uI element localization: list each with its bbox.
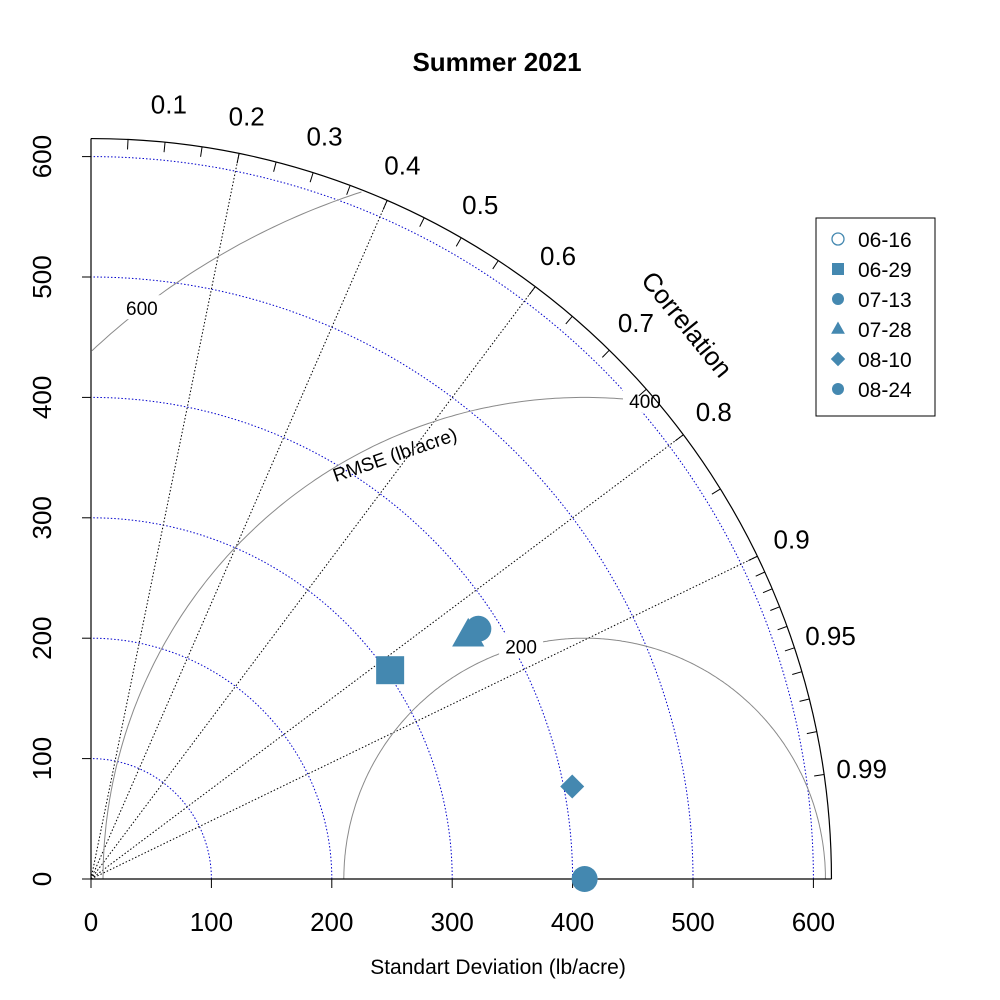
correlation-tick <box>419 217 425 227</box>
sd-reference-arc <box>90 637 333 880</box>
legend-label-06-16: 06-16 <box>858 229 912 252</box>
x-tick-label: 100 <box>190 907 233 937</box>
legend-label-07-28: 07-28 <box>858 319 912 342</box>
correlation-line <box>90 153 240 880</box>
y-tick-label: 500 <box>27 255 57 298</box>
sd-reference-arc <box>90 156 814 880</box>
legend-marker-07-28 <box>831 321 845 334</box>
rmse-contour-label: 600 <box>126 299 158 320</box>
correlation-tick-label: 0.4 <box>384 151 420 181</box>
sd-reference-arc <box>90 758 212 880</box>
axes: 0 0 100 100 200 200 300 300 400 400 500 500 600 600 0.… <box>27 89 887 937</box>
sd-reference-arc <box>90 396 574 880</box>
correlation-tick-label: 0.7 <box>618 308 654 338</box>
sd-reference-arc <box>90 517 453 880</box>
correlation-tick <box>163 142 166 153</box>
y-tick-label: 100 <box>27 737 57 780</box>
correlation-tick <box>770 606 780 611</box>
correlation-tick <box>675 434 684 442</box>
legend-marker-07-13 <box>832 293 844 305</box>
rmse-contour <box>343 637 826 879</box>
correlation-line <box>90 434 684 880</box>
correlation-tick <box>814 774 825 777</box>
rmse-label: RMSE (lb/acre) <box>330 425 460 487</box>
correlation-tick-label: 0.8 <box>696 397 732 427</box>
y-tick-label: 600 <box>27 135 57 178</box>
rmse-contours: 200 400 600 <box>91 191 826 880</box>
correlation-line <box>90 555 758 880</box>
sd-reference-arc <box>90 276 694 880</box>
data-points <box>376 615 598 892</box>
correlation-tick <box>455 237 462 247</box>
correlation-tick <box>492 260 499 270</box>
legend-marker-08-10 <box>830 351 846 367</box>
rmse-label-bg <box>623 388 668 413</box>
correlation-tick <box>762 588 773 594</box>
rmse-contour-label: 400 <box>629 392 661 413</box>
legend-box <box>815 217 936 417</box>
y-tick-label: 300 <box>27 496 57 539</box>
correlation-line <box>90 286 536 880</box>
rmse-contour <box>102 396 656 880</box>
y-tick-label: 200 <box>27 617 57 660</box>
grid-layer <box>90 153 814 880</box>
correlation-tick <box>309 172 314 183</box>
outer-arc <box>90 137 833 880</box>
correlation-tick <box>528 286 536 295</box>
correlation-tick <box>748 555 758 562</box>
correlation-tick <box>792 671 802 675</box>
correlation-line <box>90 200 388 880</box>
x-tick-label: 600 <box>792 907 835 937</box>
correlation-tick <box>799 698 810 702</box>
correlation-tick-label: 0.5 <box>462 190 498 220</box>
correlation-tick <box>236 153 240 164</box>
correlation-tick <box>711 488 721 495</box>
correlation-tick <box>565 315 573 325</box>
legend: 06-16 06-29 07-13 07-28 08-10 08-24 <box>815 217 936 417</box>
legend-marker-06-29 <box>832 263 844 275</box>
y-tick-label: 0 <box>27 872 57 886</box>
x-tick-label: 500 <box>671 907 714 937</box>
x-tick-label: 200 <box>310 907 353 937</box>
correlation-tick <box>638 388 647 397</box>
legend-label-07-13: 07-13 <box>858 289 912 312</box>
x-tick-label: 0 <box>84 907 98 937</box>
x-axis-label: Standart Deviation (lb/acre) <box>370 956 626 979</box>
correlation-tick-label: 0.2 <box>229 101 265 131</box>
correlation-tick <box>382 200 388 210</box>
correlation-tick <box>784 647 795 652</box>
data-point-06-29 <box>376 656 405 685</box>
y-tick-label: 400 <box>27 376 57 419</box>
correlation-tick-label: 0.3 <box>306 121 342 151</box>
rmse-contour-label: 200 <box>505 638 537 659</box>
rmse-label-bg <box>119 295 164 320</box>
correlation-tick <box>755 571 766 577</box>
legend-label-08-24: 08-24 <box>858 379 912 402</box>
correlation-tick <box>806 731 817 735</box>
correlation-tick <box>200 146 203 157</box>
correlation-tick-label: 0.95 <box>805 621 856 651</box>
correlation-tick <box>346 185 351 195</box>
correlation-tick-label: 0.99 <box>836 754 887 784</box>
data-point-08-10 <box>560 774 585 799</box>
data-point-08-24 <box>571 866 598 892</box>
correlation-tick <box>777 625 788 631</box>
data-point-07-28 <box>452 617 485 647</box>
correlation-tick <box>273 161 277 172</box>
x-tick-label: 300 <box>431 907 474 937</box>
legend-label-06-29: 06-29 <box>858 259 912 282</box>
chart-title: Summer 2021 <box>412 47 581 77</box>
correlation-tick-label: 0.1 <box>151 89 187 119</box>
correlation-tick-label: 0.9 <box>774 525 810 555</box>
correlation-tick-label: 0.6 <box>540 241 576 271</box>
legend-label-08-10: 08-10 <box>858 349 912 372</box>
correlation-tick <box>601 349 610 358</box>
rmse-label-bg <box>499 633 544 658</box>
legend-marker-08-24 <box>832 383 844 395</box>
x-tick-label: 400 <box>551 907 594 937</box>
legend-marker-06-16 <box>831 232 845 246</box>
